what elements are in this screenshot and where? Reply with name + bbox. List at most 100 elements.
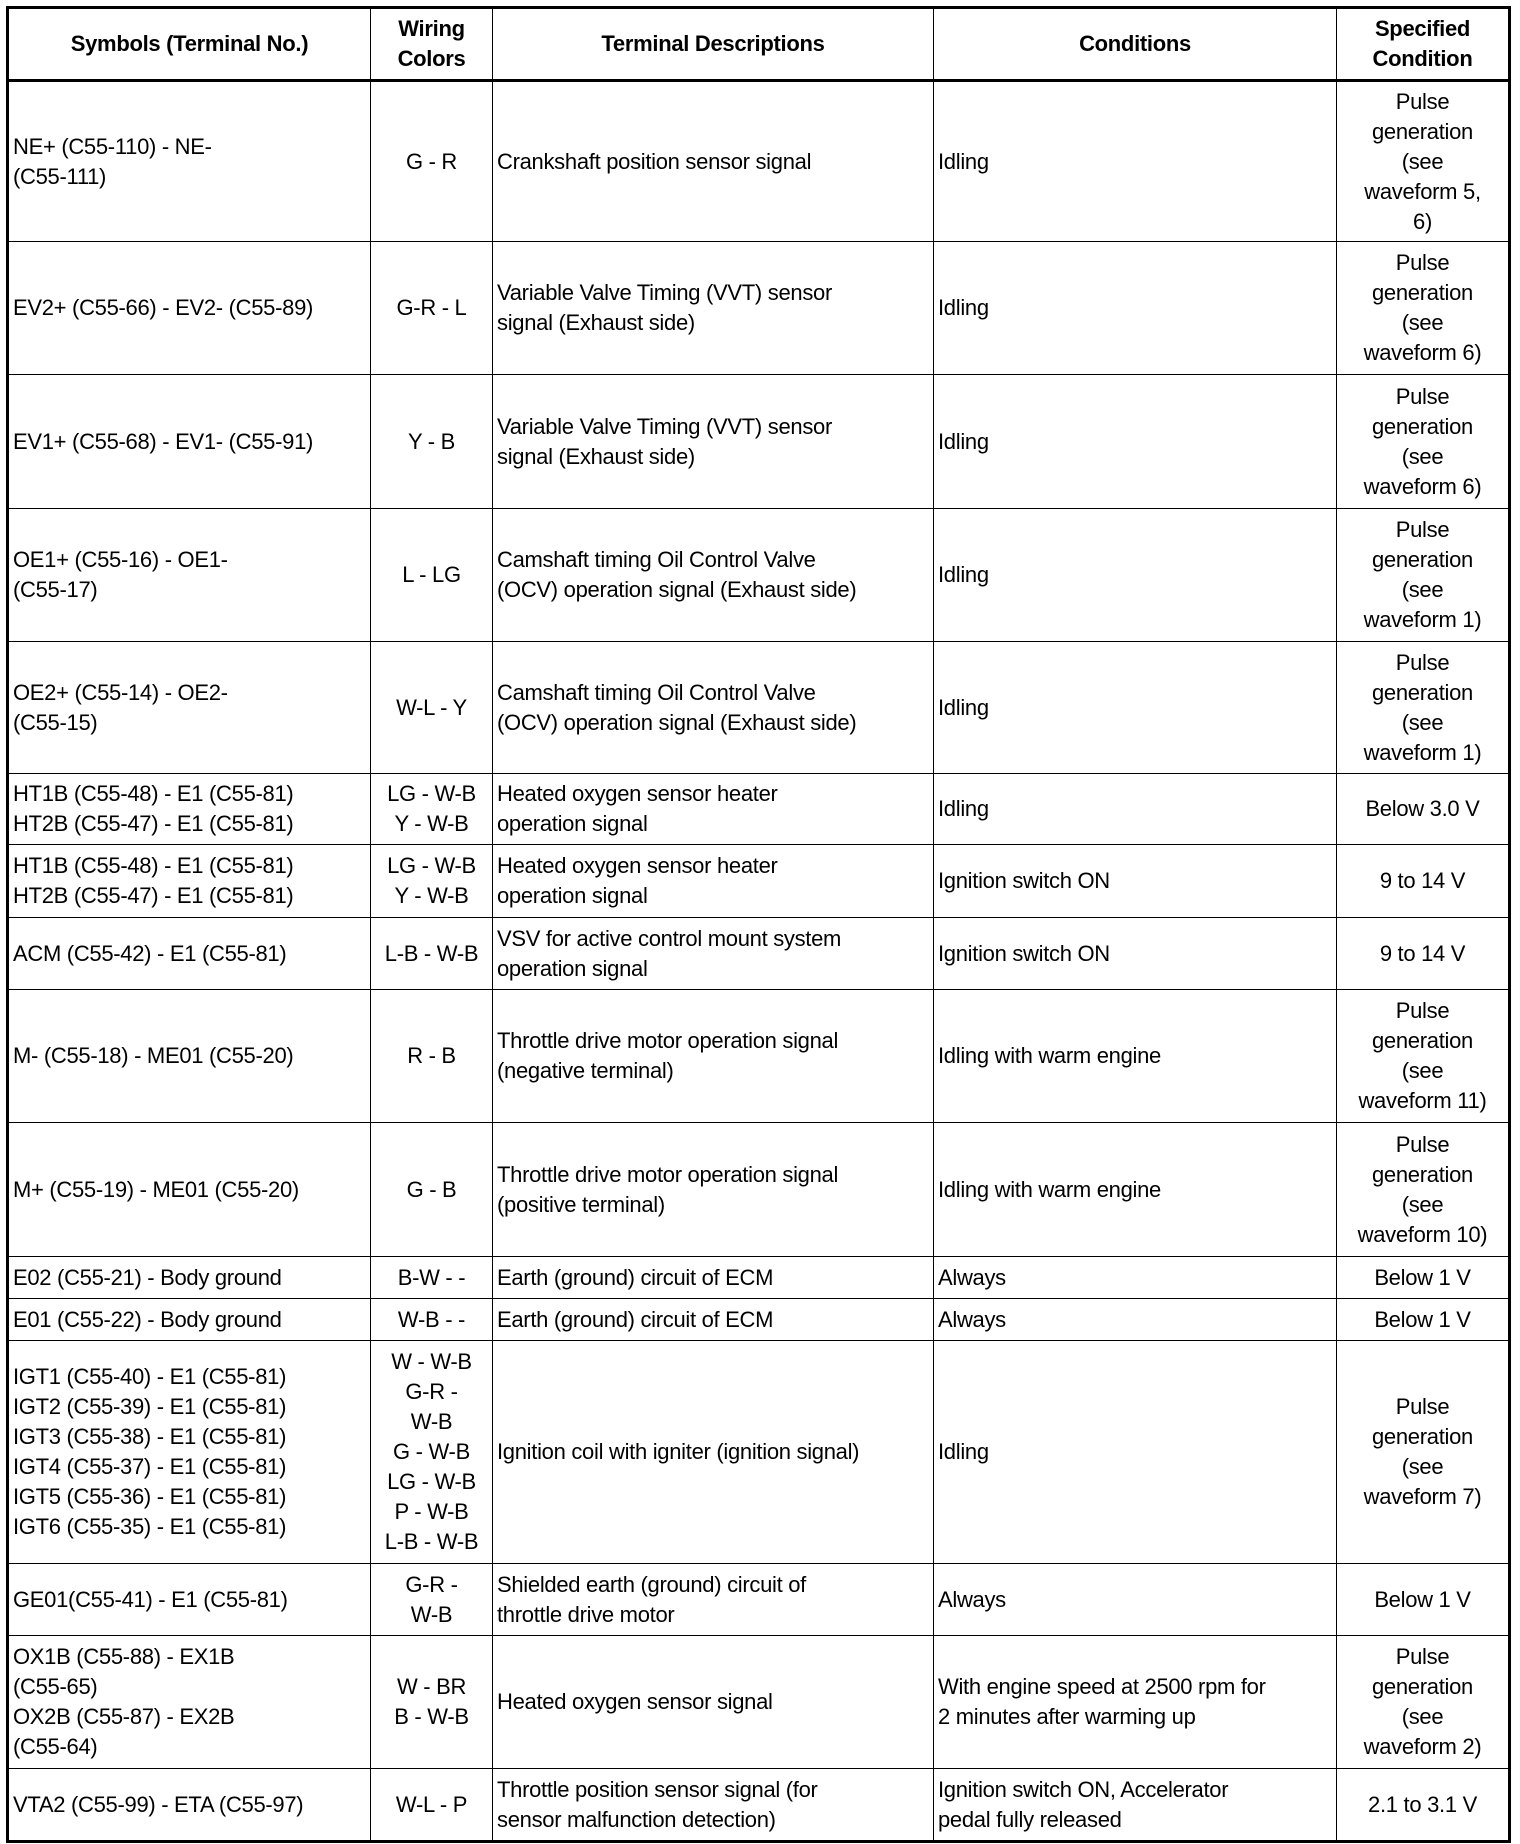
cell-specified-condition: Below 1 V — [1336, 1563, 1510, 1636]
table-row: EV1+ (C55-68) - EV1- (C55-91) Y - B Variab… — [7, 374, 1510, 509]
cell-conditions: Idling with warm engine — [933, 989, 1337, 1123]
cell-description: Crankshaft position sensor signal — [492, 80, 934, 242]
cell-wiring-colors: LG - W-B Y - W-B — [370, 773, 493, 845]
cell-symbols: GE01(C55-41) - E1 (C55-81) — [7, 1563, 371, 1636]
cell-wiring-colors: L-B - W-B — [370, 917, 493, 990]
cell-conditions: Always — [933, 1298, 1337, 1341]
cell-conditions: With engine speed at 2500 rpm for 2 minu… — [933, 1635, 1337, 1769]
header-symbols: Symbols (Terminal No.) — [7, 7, 371, 82]
header-row: Symbols (Terminal No.) Wiring Colors Ter… — [7, 7, 1510, 82]
cell-specified-condition: Pulse generation (see waveform 1) — [1336, 641, 1510, 774]
cell-conditions: Ignition switch ON, Accelerator pedal fu… — [933, 1768, 1337, 1842]
cell-specified-condition: Below 3.0 V — [1336, 773, 1510, 845]
header-specified-condition: Specified Condition — [1336, 7, 1510, 82]
cell-symbols: EV1+ (C55-68) - EV1- (C55-91) — [7, 374, 371, 509]
table-row: OE2+ (C55-14) - OE2- (C55-15) W-L - Y Cams… — [7, 641, 1510, 774]
cell-description: Camshaft timing Oil Control Valve (OCV) … — [492, 641, 934, 774]
cell-wiring-colors: G - R — [370, 80, 493, 242]
cell-symbols: IGT1 (C55-40) - E1 (C55-81) IGT2 (C55-39… — [7, 1340, 371, 1564]
cell-symbols: E02 (C55-21) - Body ground — [7, 1256, 371, 1299]
table-row: NE+ (C55-110) - NE- (C55-111) G - R Cranks… — [7, 80, 1510, 242]
cell-description: Camshaft timing Oil Control Valve (OCV) … — [492, 508, 934, 642]
cell-description: Variable Valve Timing (VVT) sensor signa… — [492, 374, 934, 509]
cell-wiring-colors: W-L - P — [370, 1768, 493, 1842]
cell-conditions: Always — [933, 1256, 1337, 1299]
cell-description: Heated oxygen sensor heater operation si… — [492, 844, 934, 918]
table-row: HT1B (C55-48) - E1 (C55-81) HT2B (C55-47… — [7, 844, 1510, 918]
cell-wiring-colors: W-B - - — [370, 1298, 493, 1341]
cell-symbols: OE1+ (C55-16) - OE1- (C55-17) — [7, 508, 371, 642]
cell-symbols: HT1B (C55-48) - E1 (C55-81) HT2B (C55-47… — [7, 844, 371, 918]
cell-specified-condition: 2.1 to 3.1 V — [1336, 1768, 1510, 1842]
cell-description: VSV for active control mount system oper… — [492, 917, 934, 990]
cell-wiring-colors: LG - W-B Y - W-B — [370, 844, 493, 918]
cell-symbols: EV2+ (C55-66) - EV2- (C55-89) — [7, 241, 371, 375]
cell-symbols: OX1B (C55-88) - EX1B (C55-65) OX2B (C55-… — [7, 1635, 371, 1769]
cell-description: Earth (ground) circuit of ECM — [492, 1298, 934, 1341]
cell-symbols: M- (C55-18) - ME01 (C55-20) — [7, 989, 371, 1123]
cell-conditions: Idling — [933, 773, 1337, 845]
cell-specified-condition: Pulse generation (see waveform 1) — [1336, 508, 1510, 642]
cell-wiring-colors: Y - B — [370, 374, 493, 509]
cell-symbols: ACM (C55-42) - E1 (C55-81) — [7, 917, 371, 990]
table-row: OX1B (C55-88) - EX1B (C55-65) OX2B (C55-… — [7, 1635, 1510, 1769]
table-row: E02 (C55-21) - Body ground B-W - - Earth (… — [7, 1256, 1510, 1299]
cell-wiring-colors: W-L - Y — [370, 641, 493, 774]
table-row: IGT1 (C55-40) - E1 (C55-81) IGT2 (C55-39… — [7, 1340, 1510, 1564]
cell-wiring-colors: R - B — [370, 989, 493, 1123]
table-row: M- (C55-18) - ME01 (C55-20) R - B Throttle… — [7, 989, 1510, 1123]
table-row: OE1+ (C55-16) - OE1- (C55-17) L - LG Camsh… — [7, 508, 1510, 642]
cell-wiring-colors: G - B — [370, 1122, 493, 1257]
cell-symbols: OE2+ (C55-14) - OE2- (C55-15) — [7, 641, 371, 774]
table-body: NE+ (C55-110) - NE- (C55-111) G - R Cranks… — [7, 80, 1510, 1842]
cell-description: Throttle drive motor operation signal (p… — [492, 1122, 934, 1257]
cell-wiring-colors: G-R - W-B — [370, 1563, 493, 1636]
header-terminal-descriptions: Terminal Descriptions — [492, 7, 934, 82]
table-row: GE01(C55-41) - E1 (C55-81) G-R - W-B Shiel… — [7, 1563, 1510, 1636]
cell-specified-condition: Pulse generation (see waveform 2) — [1336, 1635, 1510, 1769]
cell-wiring-colors: B-W - - — [370, 1256, 493, 1299]
cell-wiring-colors: W - BR B - W-B — [370, 1635, 493, 1769]
cell-conditions: Idling with warm engine — [933, 1122, 1337, 1257]
cell-specified-condition: Pulse generation (see waveform 11) — [1336, 989, 1510, 1123]
cell-specified-condition: Pulse generation (see waveform 6) — [1336, 374, 1510, 509]
cell-conditions: Idling — [933, 241, 1337, 375]
cell-description: Throttle drive motor operation signal (n… — [492, 989, 934, 1123]
cell-symbols: NE+ (C55-110) - NE- (C55-111) — [7, 80, 371, 242]
cell-conditions: Idling — [933, 641, 1337, 774]
table-row: HT1B (C55-48) - E1 (C55-81) HT2B (C55-47… — [7, 773, 1510, 845]
cell-specified-condition: Pulse generation (see waveform 5, 6) — [1336, 80, 1510, 242]
cell-conditions: Always — [933, 1563, 1337, 1636]
cell-symbols: E01 (C55-22) - Body ground — [7, 1298, 371, 1341]
cell-specified-condition: 9 to 14 V — [1336, 844, 1510, 918]
header-wiring-colors: Wiring Colors — [370, 7, 493, 82]
table-row: ACM (C55-42) - E1 (C55-81) L-B - W-B VSV f… — [7, 917, 1510, 990]
cell-wiring-colors: W - W-B G-R - W-B G - W-B LG - W-B P - W… — [370, 1340, 493, 1564]
cell-wiring-colors: G-R - L — [370, 241, 493, 375]
table-row: M+ (C55-19) - ME01 (C55-20) G - B Throttle… — [7, 1122, 1510, 1257]
table-row: EV2+ (C55-66) - EV2- (C55-89) G-R - L Vari… — [7, 241, 1510, 375]
cell-conditions: Ignition switch ON — [933, 844, 1337, 918]
cell-description: Earth (ground) circuit of ECM — [492, 1256, 934, 1299]
cell-specified-condition: Pulse generation (see waveform 6) — [1336, 241, 1510, 375]
cell-symbols: M+ (C55-19) - ME01 (C55-20) — [7, 1122, 371, 1257]
cell-description: Heated oxygen sensor heater operation si… — [492, 773, 934, 845]
terminal-table: Symbols (Terminal No.) Wiring Colors Ter… — [6, 6, 1511, 1843]
cell-wiring-colors: L - LG — [370, 508, 493, 642]
cell-specified-condition: 9 to 14 V — [1336, 917, 1510, 990]
cell-specified-condition: Pulse generation (see waveform 10) — [1336, 1122, 1510, 1257]
table-row: VTA2 (C55-99) - ETA (C55-97) W-L - P Throt… — [7, 1768, 1510, 1842]
cell-specified-condition: Below 1 V — [1336, 1256, 1510, 1299]
cell-conditions: Idling — [933, 80, 1337, 242]
cell-description: Ignition coil with igniter (ignition sig… — [492, 1340, 934, 1564]
cell-conditions: Ignition switch ON — [933, 917, 1337, 990]
cell-symbols: HT1B (C55-48) - E1 (C55-81) HT2B (C55-47… — [7, 773, 371, 845]
cell-conditions: Idling — [933, 508, 1337, 642]
table-row: E01 (C55-22) - Body ground W-B - - Earth (… — [7, 1298, 1510, 1341]
cell-symbols: VTA2 (C55-99) - ETA (C55-97) — [7, 1768, 371, 1842]
cell-description: Variable Valve Timing (VVT) sensor signa… — [492, 241, 934, 375]
header-conditions: Conditions — [933, 7, 1337, 82]
cell-description: Heated oxygen sensor signal — [492, 1635, 934, 1769]
cell-description: Throttle position sensor signal (for sen… — [492, 1768, 934, 1842]
cell-specified-condition: Pulse generation (see waveform 7) — [1336, 1340, 1510, 1564]
